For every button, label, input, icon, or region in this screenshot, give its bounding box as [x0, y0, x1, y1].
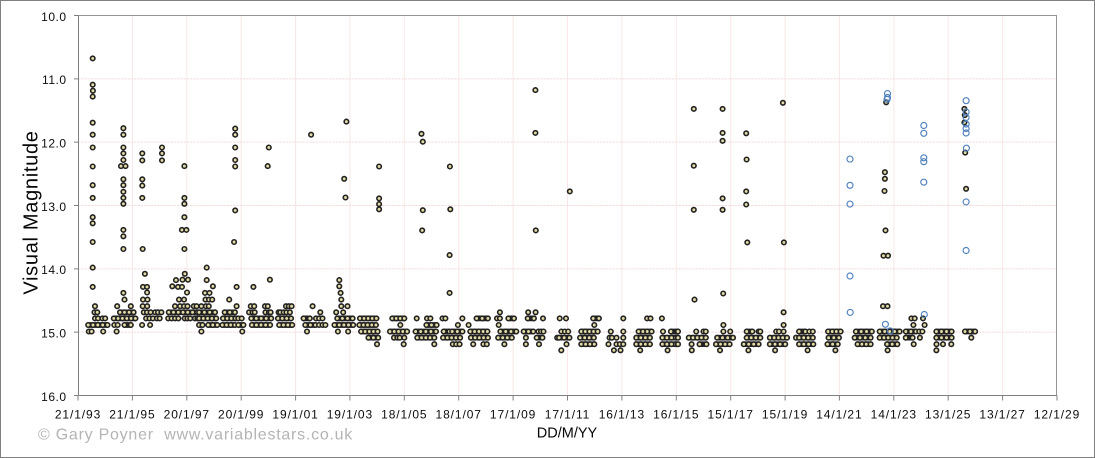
svg-text:20/1/97: 20/1/97	[164, 407, 210, 421]
svg-text:16/1/15: 16/1/15	[653, 407, 699, 421]
svg-text:15/1/17: 15/1/17	[708, 407, 754, 421]
svg-text:15.0: 15.0	[41, 327, 66, 341]
svg-text:11.0: 11.0	[42, 73, 66, 87]
svg-text:18/1/05: 18/1/05	[381, 407, 427, 421]
svg-text:14.0: 14.0	[41, 263, 66, 277]
svg-text:12/1/29: 12/1/29	[1034, 407, 1080, 421]
svg-text:19/1/03: 19/1/03	[327, 407, 373, 421]
svg-text:19/1/01: 19/1/01	[272, 407, 318, 421]
svg-text:10.0: 10.0	[41, 10, 66, 24]
svg-text:16.0: 16.0	[41, 390, 66, 404]
svg-text:21/1/95: 21/1/95	[109, 407, 155, 421]
svg-text:15/1/19: 15/1/19	[762, 407, 808, 421]
svg-text:17/1/09: 17/1/09	[490, 407, 536, 421]
svg-text:20/1/99: 20/1/99	[218, 407, 264, 421]
svg-text:16/1/13: 16/1/13	[599, 407, 645, 421]
svg-text:Visual Magnitude: Visual Magnitude	[21, 130, 43, 294]
svg-text:12.0: 12.0	[41, 137, 66, 151]
svg-text:13.0: 13.0	[41, 200, 66, 214]
svg-text:© Gary Poyner www.variablesta: © Gary Poyner www.variablestars.co.uk	[38, 426, 353, 443]
svg-text:17/1/11: 17/1/11	[545, 407, 590, 421]
svg-text:21/1/93: 21/1/93	[55, 407, 101, 421]
svg-text:13/1/25: 13/1/25	[925, 407, 971, 421]
svg-text:18/1/07: 18/1/07	[436, 407, 482, 421]
svg-text:DD/M/YY: DD/M/YY	[537, 426, 598, 442]
svg-text:14/1/23: 14/1/23	[871, 407, 917, 421]
svg-text:14/1/21: 14/1/21	[816, 407, 862, 421]
svg-text:13/1/27: 13/1/27	[979, 407, 1025, 421]
